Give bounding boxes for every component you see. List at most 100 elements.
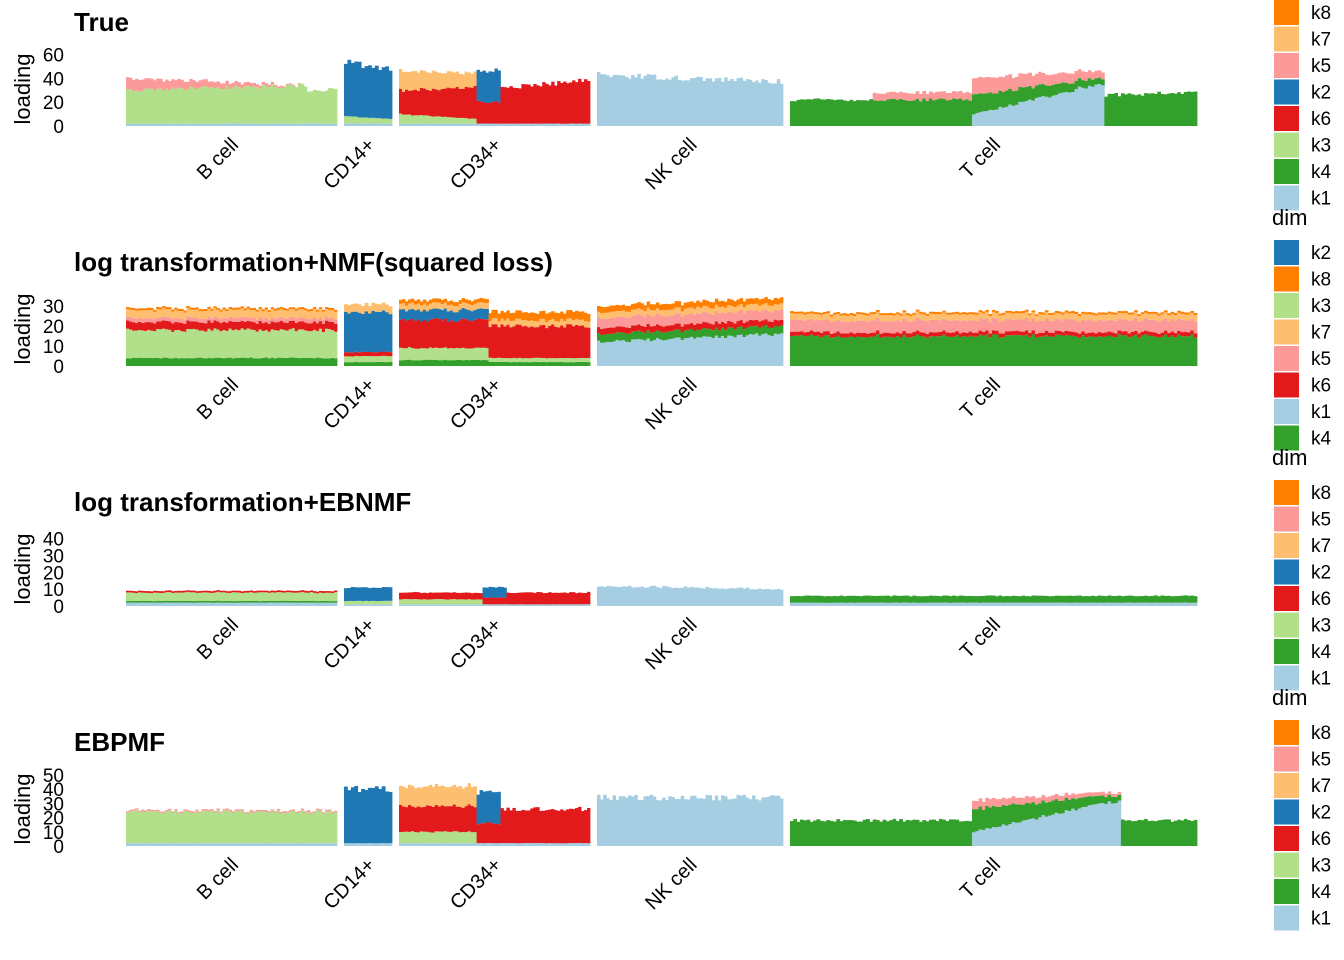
- bar-segment-k6: [285, 590, 290, 593]
- bar-segment-k3: [264, 592, 269, 602]
- bar-segment-k8: [668, 304, 672, 310]
- bar-segment-k1: [733, 337, 737, 366]
- bar-segment-k7: [1044, 312, 1049, 319]
- bar-segment-k4: [839, 821, 844, 846]
- bar-segment-k4: [859, 821, 864, 846]
- bar-segment-k4: [428, 359, 433, 366]
- legend-label: k7: [1311, 323, 1331, 344]
- bar-segment-k6: [566, 809, 570, 844]
- legend-swatch-k7: [1274, 319, 1299, 345]
- bar-segment-k6: [872, 332, 877, 337]
- bar-segment-k1: [153, 123, 157, 126]
- bar-segment-k6: [560, 592, 564, 605]
- bar-segment-k1: [404, 123, 409, 126]
- bar-segment-k3: [449, 599, 454, 605]
- bar-segment-k7: [548, 320, 552, 326]
- bar-segment-k1: [500, 604, 504, 606]
- bar-segment-k3: [464, 832, 469, 844]
- bar-segment-k1: [303, 602, 308, 606]
- bar-segment-k5: [219, 319, 223, 324]
- bar-segment-k4: [162, 357, 166, 366]
- bar-segment-k3: [425, 115, 430, 124]
- bar-segment-k7: [859, 314, 864, 321]
- bar-segment-k1: [189, 123, 193, 126]
- bar-segment-k7: [515, 318, 519, 325]
- bar-segment-k4: [285, 600, 290, 603]
- bar-segment-k4: [177, 358, 181, 366]
- bar-segment-k1: [680, 80, 685, 126]
- bar-segment-k4: [866, 818, 870, 846]
- bar-segment-k1: [198, 843, 202, 846]
- bar-segment-k3: [294, 87, 299, 124]
- bar-segment-k1: [509, 604, 513, 606]
- bar-segment-k5: [216, 808, 220, 810]
- bar-segment-k3: [374, 118, 379, 124]
- bar-segment-k4: [240, 601, 244, 603]
- bar-segment-k5: [714, 311, 719, 322]
- bar-segment-k2: [354, 311, 359, 352]
- bar-segment-k7: [518, 318, 522, 325]
- bar-segment-k6: [575, 82, 579, 124]
- bar-segment-k6: [446, 322, 451, 349]
- bar-segment-k7: [527, 321, 531, 328]
- bar-segment-k4: [1150, 93, 1155, 126]
- bar-segment-k6: [584, 810, 588, 844]
- bar-segment-k4: [204, 600, 208, 603]
- bar-segment-k6: [458, 806, 463, 833]
- bar-segment-k4: [1064, 334, 1069, 366]
- group-nk-cell: NK cell: [597, 585, 784, 674]
- bar-segment-k8: [755, 298, 759, 304]
- bar-segment-k3: [243, 592, 247, 601]
- bar-segment-k1: [693, 77, 697, 126]
- bar-segment-k5: [615, 316, 620, 327]
- bar-segment-k1: [381, 842, 386, 846]
- bar-segment-k6: [536, 591, 540, 605]
- bar-segment-k5: [764, 309, 768, 320]
- bar-segment-k6: [419, 321, 424, 349]
- bar-segment-k1: [297, 602, 302, 606]
- bar-segment-k1: [603, 74, 607, 126]
- bar-segment-k1: [665, 78, 669, 126]
- bar-segment-k6: [799, 331, 804, 336]
- bar-segment-k6: [521, 809, 525, 844]
- bar-segment-k1: [440, 123, 445, 126]
- bar-segment-k4: [826, 596, 831, 603]
- bar-segment-k4: [962, 821, 966, 846]
- bar-segment-k4: [1130, 821, 1135, 846]
- bar-segment-k6: [584, 593, 588, 605]
- bar-segment-k4: [938, 596, 943, 603]
- bar-segment-k1: [174, 843, 178, 846]
- bar-segment-k1: [829, 602, 834, 606]
- bar-segment-k3: [303, 592, 308, 601]
- bar-segment-k6: [581, 592, 585, 605]
- bar-segment-k7: [1167, 315, 1171, 322]
- bar-segment-k4: [1067, 799, 1072, 812]
- bar-segment-k3: [300, 84, 305, 124]
- bar-segment-k8: [473, 299, 477, 304]
- bar-segment-k1: [560, 604, 564, 606]
- bar-segment-k4: [806, 99, 811, 126]
- bar-segment-k4: [892, 337, 897, 366]
- bar-segment-k6: [294, 322, 299, 332]
- bar-segment-k5: [1104, 320, 1109, 333]
- bar-segment-k6: [1157, 333, 1161, 338]
- bar-segment-k3: [521, 358, 525, 363]
- bar-segment-k7: [443, 73, 448, 89]
- bar-segment-k4: [288, 600, 293, 603]
- bar-segment-k4: [790, 101, 794, 126]
- bar-segment-k4: [1028, 596, 1032, 603]
- bar-segment-k2: [503, 587, 507, 598]
- bar-segment-k1: [252, 602, 257, 606]
- bar-segment-k1: [856, 602, 860, 606]
- bar-segment-k1: [388, 123, 393, 126]
- bar-segment-k2: [488, 790, 492, 823]
- bar-segment-k5: [207, 81, 211, 88]
- bar-segment-k5: [895, 320, 900, 333]
- bar-segment-k6: [1008, 331, 1013, 336]
- bar-segment-k8: [1157, 313, 1161, 316]
- bar-segment-k1: [306, 123, 311, 126]
- bar-segment-k3: [261, 592, 266, 601]
- bar-segment-k1: [141, 602, 145, 606]
- bar-segment-k1: [385, 123, 389, 126]
- bar-segment-k3: [388, 118, 393, 124]
